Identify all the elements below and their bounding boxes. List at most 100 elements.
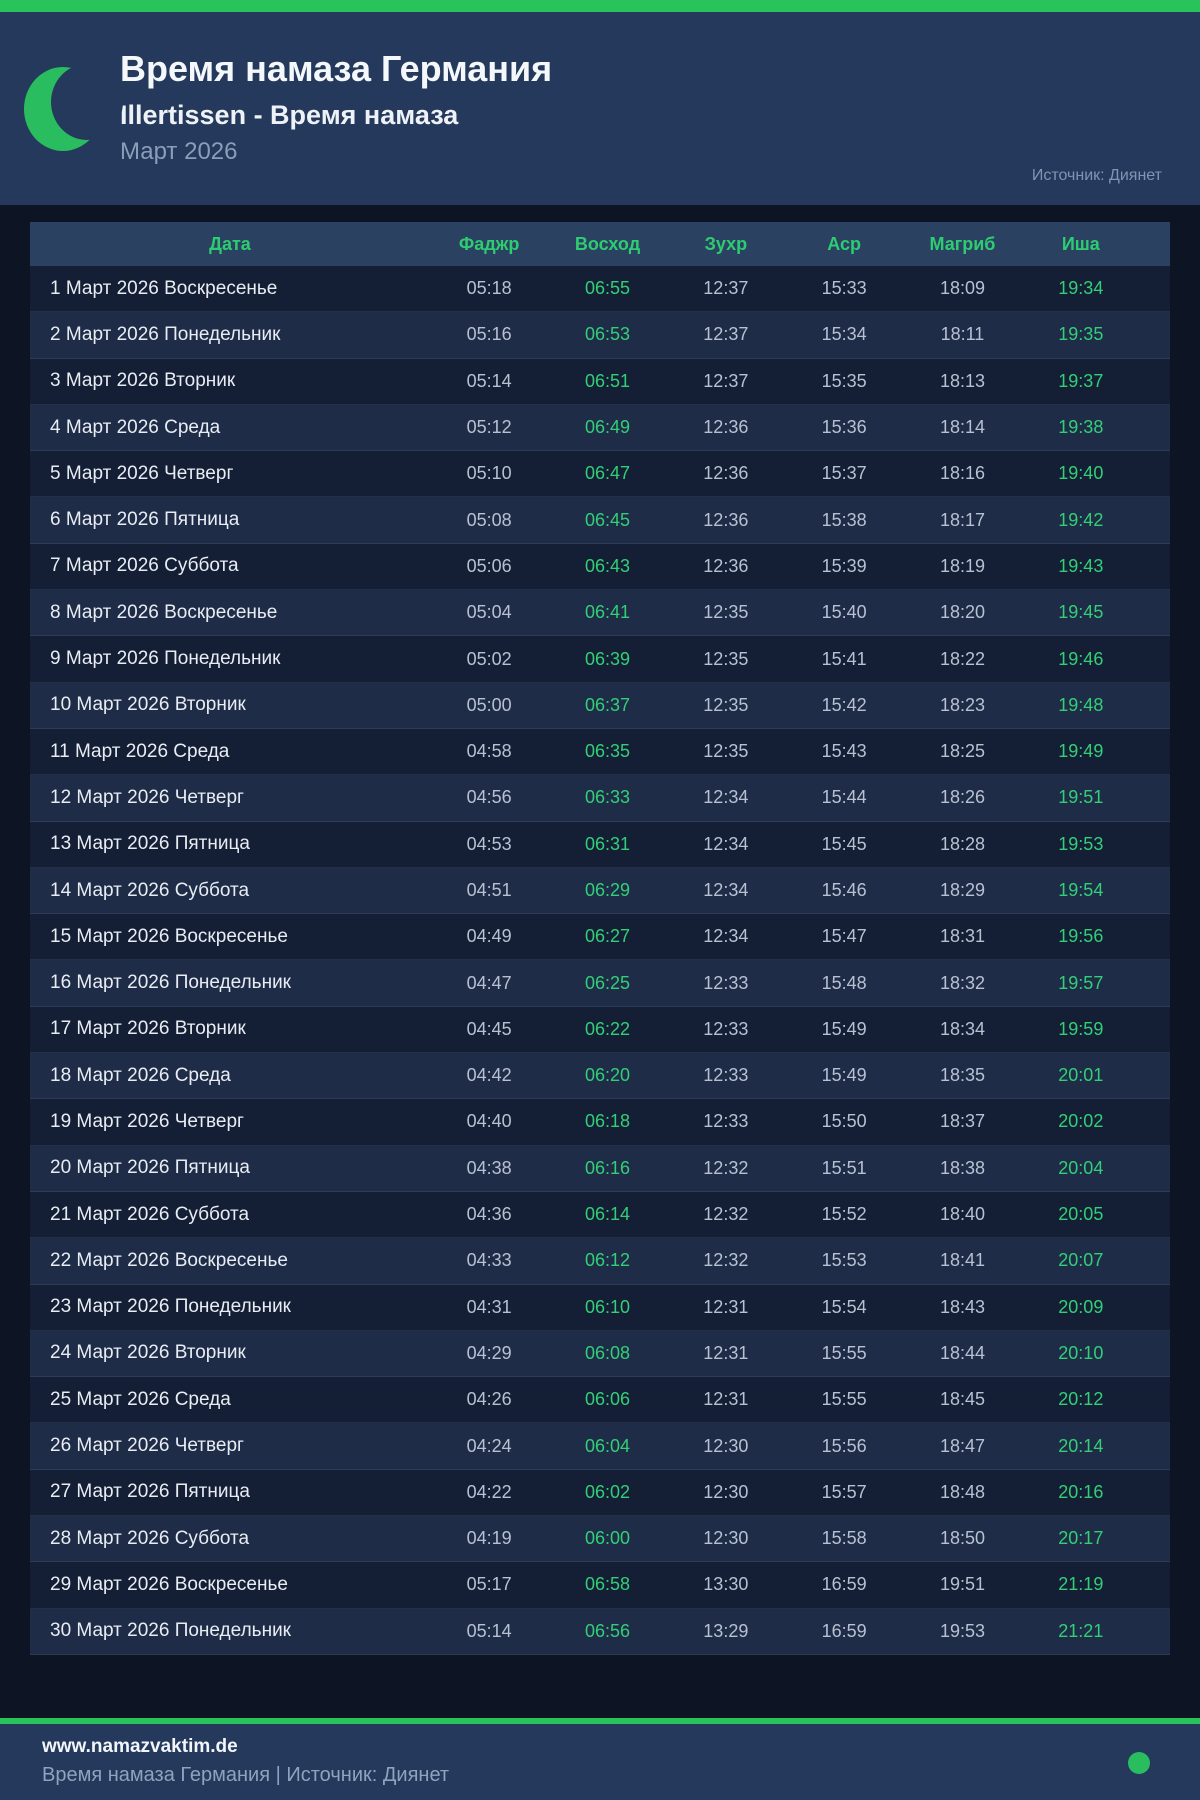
crescent-moon-icon	[24, 64, 123, 156]
table-row: 12 Март 2026 Четверг 04:56 06:33 12:34 15:44…	[30, 775, 1170, 822]
table-row: 22 Март 2026 Воскресенье 04:33 06:12 12:32 1…	[30, 1238, 1170, 1285]
cell-date: 20 Март 2026 Пятница	[50, 1157, 250, 1179]
cell-asr: 15:44	[821, 787, 867, 808]
cell-dhuhr: 12:35	[703, 741, 749, 762]
table-row: 1 Март 2026 Воскресенье 05:18 06:55 12:37 15…	[30, 266, 1170, 313]
cell-fajr: 05:16	[466, 324, 512, 345]
cell-asr: 15:55	[821, 1342, 867, 1363]
website-link[interactable]: www.namazvaktim.de	[42, 1736, 238, 1757]
cell-asr: 15:34	[821, 324, 867, 345]
footer-tagline: Время намаза Германия | Источник: Диянет	[42, 1764, 450, 1786]
cell-maghrib: 18:09	[939, 278, 985, 299]
column-header-sunrise: Восход	[574, 233, 641, 254]
cell-isha: 19:43	[1058, 555, 1104, 576]
table-row: 15 Март 2026 Воскресенье 04:49 06:27 12:34 1…	[30, 914, 1170, 961]
cell-maghrib: 18:34	[939, 1018, 985, 1039]
cell-date: 27 Март 2026 Пятница	[50, 1481, 250, 1503]
cell-fajr: 04:53	[466, 833, 512, 854]
cell-dhuhr: 12:34	[703, 833, 749, 854]
cell-isha: 20:05	[1058, 1204, 1104, 1225]
cell-sunrise: 06:35	[584, 741, 631, 762]
cell-isha: 19:48	[1058, 694, 1104, 715]
table-row: 2 Март 2026 Понедельник 05:16 06:53 12:37 15…	[30, 312, 1170, 359]
cell-maghrib: 18:40	[939, 1204, 985, 1225]
cell-maghrib: 18:41	[939, 1250, 985, 1271]
table-row: 24 Март 2026 Вторник 04:29 06:08 12:31 15:55…	[30, 1330, 1170, 1378]
cell-date: 5 Март 2026 Четверг	[50, 462, 234, 484]
cell-maghrib: 18:28	[939, 833, 985, 854]
cell-date: 28 Март 2026 Суббота	[50, 1527, 250, 1549]
cell-dhuhr: 12:36	[703, 463, 749, 484]
cell-asr: 15:42	[821, 694, 867, 715]
cell-sunrise: 06:56	[584, 1620, 631, 1641]
cell-dhuhr: 12:30	[703, 1481, 749, 1502]
cell-dhuhr: 12:33	[703, 1018, 749, 1039]
cell-maghrib: 18:20	[939, 602, 985, 623]
cell-maghrib: 18:50	[939, 1528, 985, 1549]
city-subtitle: Illertissen - Время намаза	[120, 100, 459, 130]
cell-dhuhr: 12:36	[703, 417, 749, 438]
cell-fajr: 04:47	[466, 972, 512, 993]
table-row: 25 Март 2026 Среда 04:26 06:06 12:31 15:55 18…	[30, 1377, 1170, 1424]
cell-asr: 15:35	[821, 370, 867, 391]
table-row: 6 Март 2026 Пятница 05:08 06:45 12:36 15:38 1…	[30, 497, 1170, 544]
cell-isha: 20:17	[1058, 1528, 1104, 1549]
cell-fajr: 04:24	[466, 1435, 512, 1456]
cell-isha: 19:53	[1058, 833, 1104, 854]
cell-dhuhr: 12:35	[703, 602, 749, 623]
table-row: 19 Март 2026 Четверг 04:40 06:18 12:33 15:50…	[30, 1099, 1170, 1146]
cell-sunrise: 06:39	[584, 648, 631, 669]
cell-asr: 15:52	[821, 1204, 867, 1225]
header-text-block: Время намаза Германия Illertissen - Врем…	[120, 12, 1200, 166]
cell-asr: 16:59	[821, 1574, 867, 1595]
page-footer: www.namazvaktim.de Время намаза Германия…	[0, 1718, 1200, 1800]
column-header-asr: Аср	[827, 233, 862, 254]
cell-date: 18 Март 2026 Среда	[50, 1064, 231, 1086]
page-header: Время намаза Германия Illertissen - Врем…	[0, 12, 1200, 205]
cell-sunrise: 06:45	[584, 509, 631, 530]
table-row: 9 Март 2026 Понедельник 05:02 06:39 12:35 15…	[30, 636, 1170, 683]
cell-sunrise: 06:33	[584, 787, 631, 808]
cell-fajr: 04:49	[466, 926, 512, 947]
cell-asr: 15:43	[821, 741, 867, 762]
cell-isha: 19:57	[1058, 972, 1104, 993]
column-header-maghrib: Магриб	[929, 233, 996, 254]
cell-date: 23 Март 2026 Понедельник	[50, 1296, 291, 1318]
table-row: 30 Март 2026 Понедельник 05:14 06:56 13:29 1…	[30, 1608, 1170, 1655]
cell-sunrise: 06:02	[584, 1481, 631, 1502]
cell-maghrib: 18:45	[939, 1389, 985, 1410]
table-row: 3 Март 2026 Вторник 05:14 06:51 12:37 15:35 1…	[30, 358, 1170, 405]
cell-maghrib: 18:22	[939, 648, 985, 669]
cell-isha: 20:12	[1058, 1389, 1104, 1410]
table-row: 8 Март 2026 Воскресенье 05:04 06:41 12:35 15…	[30, 590, 1170, 637]
prayer-times-table: Дата Фаджр Восход Зухр Аср Магриб Иша 1 Март 2…	[0, 205, 1200, 1655]
table-row: 14 Март 2026 Суббота 04:51 06:29 12:34 15:46…	[30, 867, 1170, 915]
cell-fajr: 05:02	[466, 648, 512, 669]
cell-asr: 15:54	[821, 1296, 867, 1317]
cell-isha: 19:46	[1058, 648, 1104, 669]
cell-fajr: 04:58	[466, 741, 512, 762]
cell-fajr: 05:18	[466, 278, 512, 299]
cell-date: 17 Март 2026 Вторник	[50, 1018, 246, 1040]
cell-date: 26 Март 2026 Четверг	[50, 1435, 244, 1457]
column-header-fajr: Фаджр	[458, 233, 520, 254]
cell-dhuhr: 12:37	[703, 370, 749, 391]
cell-dhuhr: 12:35	[703, 648, 749, 669]
cell-isha: 20:16	[1058, 1481, 1104, 1502]
column-header-isha: Иша	[1061, 233, 1100, 254]
cell-maghrib: 18:11	[940, 324, 985, 345]
cell-dhuhr: 12:31	[703, 1296, 749, 1317]
table-row: 23 Март 2026 Понедельник 04:31 06:10 12:31 1…	[30, 1284, 1170, 1331]
table-header-row: Дата Фаджр Восход Зухр Аср Магриб Иша	[30, 222, 1170, 266]
cell-maghrib: 18:14	[939, 417, 985, 438]
cell-date: 22 Март 2026 Воскресенье	[50, 1249, 288, 1271]
cell-dhuhr: 12:31	[703, 1342, 749, 1363]
cell-sunrise: 06:58	[584, 1574, 631, 1595]
cell-dhuhr: 12:33	[703, 1065, 749, 1086]
cell-maghrib: 18:23	[939, 694, 985, 715]
cell-asr: 15:57	[821, 1481, 867, 1502]
cell-isha: 20:01	[1058, 1065, 1104, 1086]
cell-maghrib: 18:48	[939, 1481, 985, 1502]
cell-isha: 20:09	[1058, 1296, 1104, 1317]
cell-sunrise: 06:37	[584, 694, 631, 715]
